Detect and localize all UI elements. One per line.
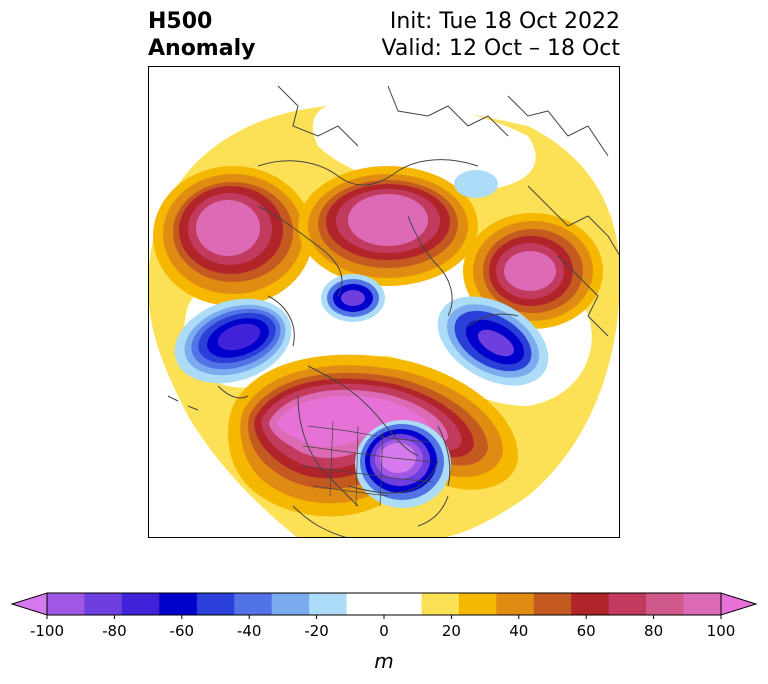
colorbar-swatch (421, 593, 460, 615)
colorbar-swatch (384, 593, 422, 615)
colorbar-swatch (159, 593, 198, 615)
colorbar-swatch (533, 593, 572, 615)
negative-anomaly-kara-sea (437, 296, 549, 386)
colorbar-tick-label: -20 (304, 622, 329, 640)
colorbar-swatch (196, 593, 235, 615)
colorbar-tick-label: 20 (442, 622, 461, 640)
colorbar-tick-label: -60 (170, 622, 195, 640)
map-subtitle: Init: Tue 18 Oct 2022 Valid: 12 Oct – 18… (382, 8, 620, 62)
colorbar-tick-label: 80 (644, 622, 663, 640)
colorbar-tick-label: 100 (707, 622, 736, 640)
colorbar-tick-label: -40 (237, 622, 262, 640)
colorbar-extend-min (10, 592, 48, 616)
colorbar-tick-label: 40 (509, 622, 528, 640)
colorbar-swatch (346, 593, 385, 615)
colorbar-swatch (121, 593, 160, 615)
positive-anomaly-ne-pacific (153, 166, 313, 306)
colorbar-swatch (646, 593, 685, 615)
positive-anomaly-western-russia (463, 213, 603, 329)
colorbar-swatch (47, 593, 85, 615)
anomaly-map (148, 66, 620, 538)
colorbar-unit-label: m (374, 649, 393, 673)
colorbar: -100 -80 -60 -40 -20 0 20 40 60 80 100 m (10, 592, 758, 673)
colorbar-swatch (271, 593, 310, 615)
positive-anomaly-east-siberia (298, 166, 478, 286)
us-state-grid (302, 420, 434, 507)
colorbar-ticks: -100 -80 -60 -40 -20 0 20 40 60 80 100 (30, 615, 735, 640)
coastlines-and-borders (167, 85, 620, 538)
colorbar-swatch (571, 593, 610, 615)
colorbar-tick-label: 60 (577, 622, 596, 640)
colorbar-swatch (496, 593, 535, 615)
map-title: H500 Anomaly (148, 8, 255, 62)
colorbar-swatch (309, 593, 348, 615)
colorbar-tick-label: 0 (379, 622, 389, 640)
map-frame (148, 66, 620, 538)
colorbar-tick-label: -80 (102, 622, 127, 640)
colorbar-swatch (84, 593, 123, 615)
negative-anomaly-central-asia (454, 170, 498, 198)
title-variable: H500 (148, 9, 213, 34)
colorbar-extend-max (720, 592, 758, 616)
title-type: Anomaly (148, 36, 256, 61)
colorbar-swatches (10, 592, 758, 616)
colorbar-swatch (234, 593, 273, 615)
colorbar-swatch (608, 593, 647, 615)
colorbar-tick-label: -100 (30, 622, 64, 640)
colorbar-swatch (683, 593, 722, 615)
init-time-label: Init: Tue 18 Oct 2022 (389, 9, 620, 34)
negative-anomaly-north-pacific (174, 298, 292, 384)
negative-anomaly-bering-sea (321, 274, 385, 322)
colorbar-swatch (458, 593, 497, 615)
valid-range-label: Valid: 12 Oct – 18 Oct (381, 36, 620, 61)
